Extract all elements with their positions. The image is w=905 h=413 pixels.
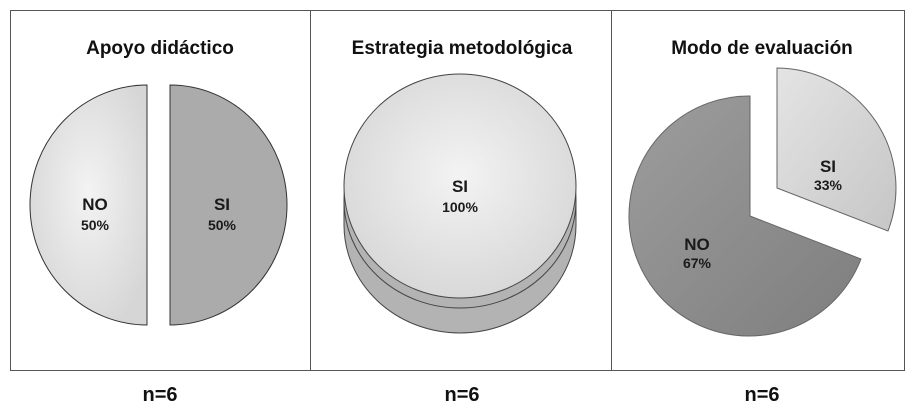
- slice-value: 50%: [81, 217, 110, 233]
- slice-value: 50%: [208, 217, 237, 233]
- pie-chart-estrategia: SI 100%: [343, 73, 577, 334]
- pie-slice-no: [628, 95, 862, 337]
- pie-slice-si: [343, 73, 577, 299]
- pie-chart-modo: SI 33% NO 67%: [628, 67, 897, 337]
- slice-label: SI: [452, 177, 468, 196]
- pie-chart-apoyo: NO 50% SI 50%: [29, 84, 288, 326]
- sample-size-label: n=6: [444, 384, 480, 406]
- pie-slice-no: [29, 84, 148, 326]
- chart-title: Modo de evaluación: [671, 38, 853, 59]
- sample-size-label: n=6: [142, 384, 178, 406]
- charts-panel: Apoyo didáctico Estrategia metodológica …: [10, 10, 905, 371]
- pie-slice-si: [776, 67, 897, 232]
- slice-value: 33%: [814, 177, 843, 193]
- slice-label: NO: [82, 195, 108, 214]
- charts-svg: Apoyo didáctico Estrategia metodológica …: [10, 10, 905, 371]
- slice-label: SI: [820, 157, 836, 176]
- sample-size-label: n=6: [744, 384, 780, 406]
- pie-slice-si: [169, 84, 288, 326]
- slice-label: SI: [214, 195, 230, 214]
- slice-value: 100%: [442, 199, 478, 215]
- slice-label: NO: [684, 235, 710, 254]
- chart-title: Apoyo didáctico: [86, 38, 234, 59]
- chart-title: Estrategia metodológica: [352, 38, 573, 59]
- slice-value: 67%: [683, 255, 712, 271]
